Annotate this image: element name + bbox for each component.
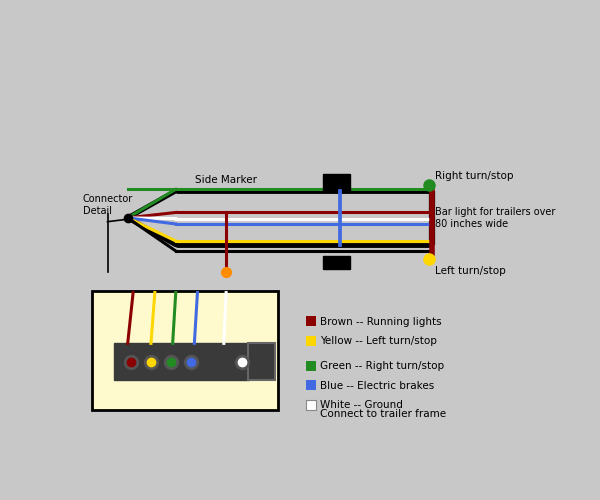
Text: Blue -- Electric brakes: Blue -- Electric brakes (320, 380, 434, 390)
Bar (306, 316, 316, 326)
Bar (306, 361, 316, 371)
Text: Connect to trailer frame: Connect to trailer frame (320, 409, 446, 419)
Text: 5 Pin Trailer Connector Detail: 5 Pin Trailer Connector Detail (109, 396, 261, 406)
Bar (114, 344, 250, 380)
Bar (323, 256, 350, 270)
Text: Right turn/stop: Right turn/stop (436, 171, 514, 181)
Text: Green -- Right turn/stop: Green -- Right turn/stop (320, 362, 444, 372)
Bar (306, 336, 316, 345)
Text: Brown -- Running lights: Brown -- Running lights (320, 317, 442, 327)
Text: Connector
Detail: Connector Detail (83, 194, 133, 216)
Text: Yellow -- Left turn/stop: Yellow -- Left turn/stop (320, 336, 437, 346)
Bar (323, 174, 350, 191)
Text: Left turn/stop: Left turn/stop (436, 266, 506, 276)
Bar (306, 380, 316, 390)
Bar (92, 291, 278, 410)
Text: Side Marker: Side Marker (195, 174, 257, 184)
Bar (248, 344, 275, 380)
Text: White -- Ground: White -- Ground (320, 400, 403, 410)
Bar (306, 400, 316, 409)
Text: Bar light for trailers over
80 inches wide: Bar light for trailers over 80 inches wi… (436, 207, 556, 229)
